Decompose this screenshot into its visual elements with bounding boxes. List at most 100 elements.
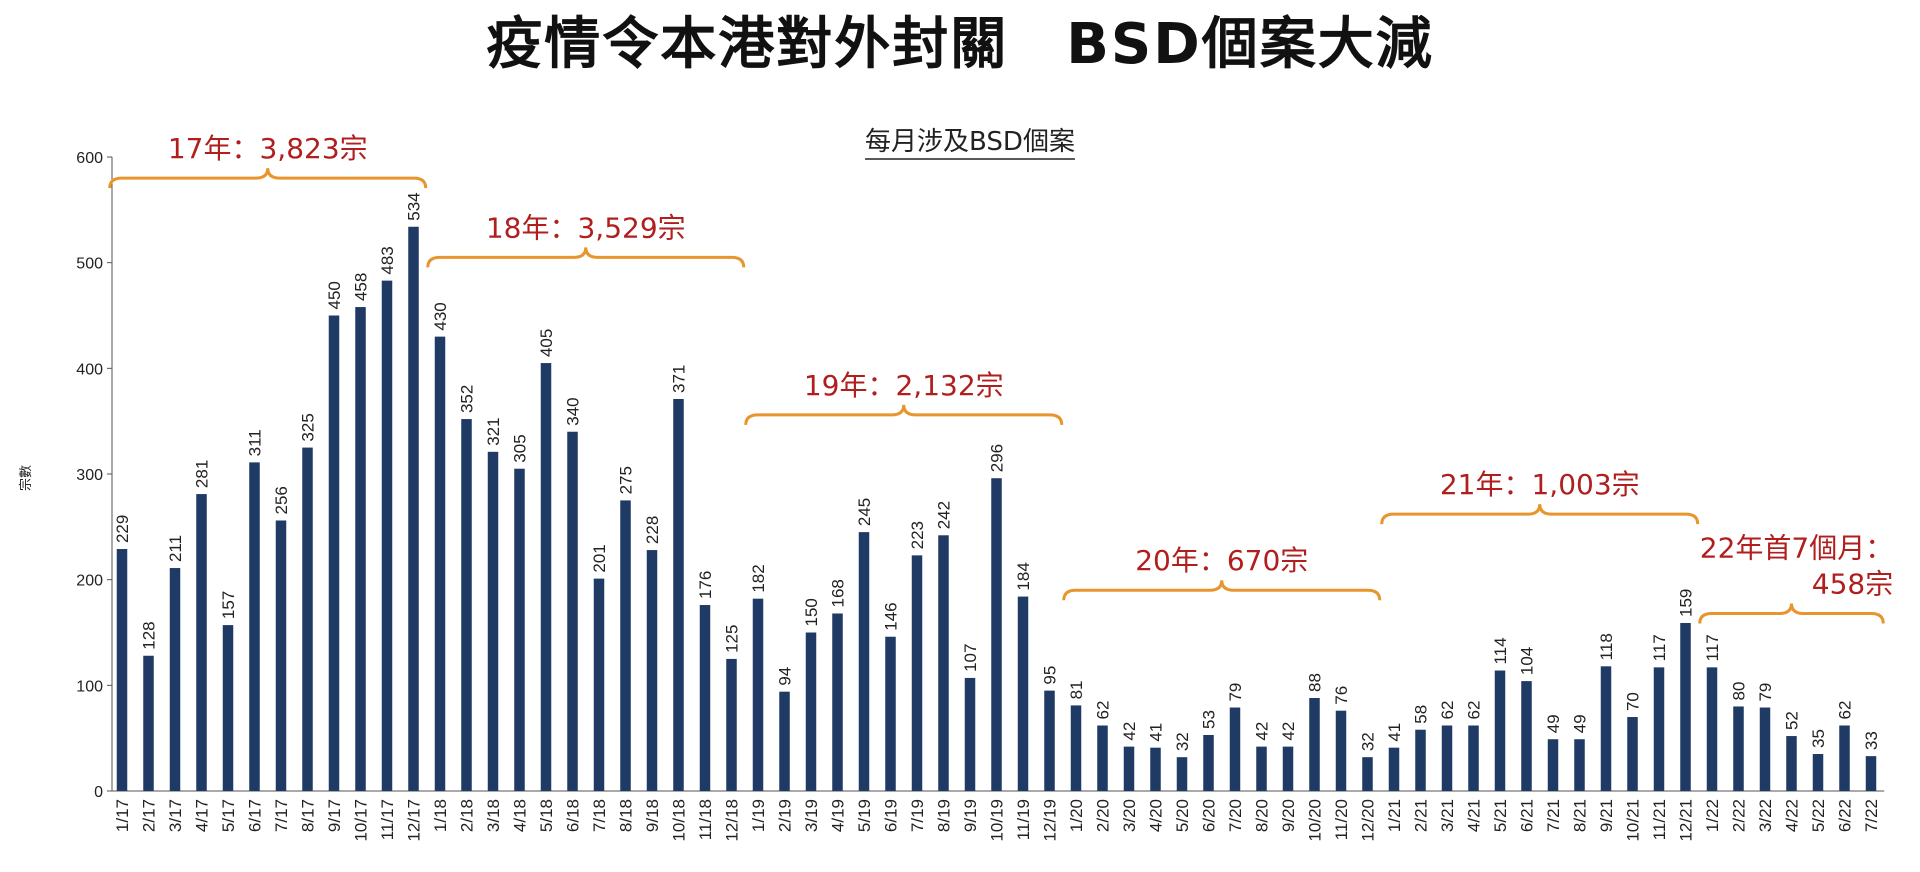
x-tick-label: 11/21 [1650,799,1669,840]
data-label: 305 [511,434,530,462]
y-tick-label: 0 [94,784,103,801]
data-label: 79 [1226,683,1245,702]
x-tick-label: 10/18 [670,799,689,842]
x-tick-label: 1/18 [431,799,450,832]
bar [1282,746,1294,791]
year-total-label: 19年：2,132宗 [804,369,1004,402]
data-label: 125 [723,625,742,653]
data-label: 128 [140,621,159,649]
bar [196,494,207,791]
bar [726,658,737,791]
y-tick-label: 100 [76,678,103,695]
data-label: 182 [749,564,768,592]
y-axis-label: 宗數 [18,465,34,491]
data-label: 62 [1836,701,1855,720]
bar [1203,734,1214,791]
bar [1839,725,1850,791]
bar [1335,710,1347,791]
x-tick-label: 3/17 [166,799,185,832]
data-label: 62 [1094,701,1113,720]
data-label: 211 [166,535,185,562]
bar [408,226,419,792]
data-label: 118 [1597,633,1616,660]
data-label: 41 [1147,723,1166,742]
bar [1627,717,1638,791]
bar [832,613,843,791]
bar [116,549,128,791]
x-tick-label: 11/17 [378,799,397,840]
bar [699,605,711,791]
data-label: 104 [1518,647,1537,675]
data-label: 168 [829,579,848,607]
year-total-label: 22年首7個月： [1700,531,1893,564]
x-tick-label: 1/19 [749,799,768,832]
x-tick-label: 9/20 [1279,799,1298,832]
data-label: 42 [1253,722,1272,741]
bar [143,655,154,791]
bar [434,336,446,791]
year-total-label: 17年：3,823宗 [168,132,368,165]
bar [1786,736,1797,791]
x-tick-label: 5/21 [1491,799,1510,832]
data-label: 150 [802,598,821,626]
x-tick-label: 12/21 [1677,799,1696,842]
x-tick-label: 5/22 [1809,799,1828,832]
data-label: 42 [1279,722,1298,741]
bar [1362,757,1373,791]
x-tick-label: 5/18 [537,799,556,832]
data-label: 352 [458,385,477,413]
data-label: 33 [1862,731,1881,750]
x-tick-label: 12/19 [1041,799,1060,842]
bar [752,598,764,791]
year-total-label: 21年：1,003宗 [1440,468,1640,501]
data-label: 107 [961,644,980,672]
bar [1547,739,1559,791]
data-label: 117 [1650,634,1669,661]
data-label: 325 [299,413,318,441]
bar [514,468,525,791]
bar [1097,725,1108,791]
x-tick-label: 3/22 [1756,799,1775,832]
x-tick-label: 2/19 [776,799,795,832]
data-label: 159 [1677,589,1696,617]
x-tick-label: 4/19 [829,799,848,832]
x-tick-label: 2/22 [1730,799,1749,832]
year-brace [1380,504,1700,525]
x-tick-label: 1/17 [113,799,132,832]
data-label: 79 [1756,683,1775,702]
x-tick-label: 7/20 [1226,799,1245,832]
data-label: 242 [935,501,954,529]
bar [911,555,923,791]
y-tick-label: 400 [76,361,103,378]
data-label: 62 [1465,701,1484,720]
bar [1653,667,1665,791]
x-tick-label: 7/18 [590,799,609,832]
data-label: 76 [1332,686,1351,705]
bar [620,500,631,791]
x-tick-label: 12/18 [723,799,742,842]
bar [249,462,260,791]
x-tick-label: 8/17 [299,799,318,832]
bar [1812,754,1824,791]
data-label: 458 [352,273,371,301]
x-tick-label: 1/22 [1703,799,1722,832]
x-tick-label: 9/18 [643,799,662,832]
data-label: 184 [1014,562,1033,590]
data-label: 275 [617,466,636,494]
x-tick-label: 3/21 [1438,799,1457,832]
data-label: 94 [776,667,795,686]
bar [355,307,366,791]
year-total-label: 20年：670宗 [1135,544,1308,577]
bar [169,568,181,791]
data-label: 146 [882,602,901,630]
data-label: 340 [564,397,583,425]
x-tick-label: 6/20 [1200,799,1219,832]
bar [1256,746,1267,791]
year-brace [744,404,1064,425]
data-label: 58 [1412,705,1431,724]
x-tick-label: 8/18 [617,799,636,832]
year-brace [1698,603,1885,624]
bar [885,636,896,791]
x-tick-label: 10/20 [1306,799,1325,842]
data-label: 49 [1544,714,1563,733]
